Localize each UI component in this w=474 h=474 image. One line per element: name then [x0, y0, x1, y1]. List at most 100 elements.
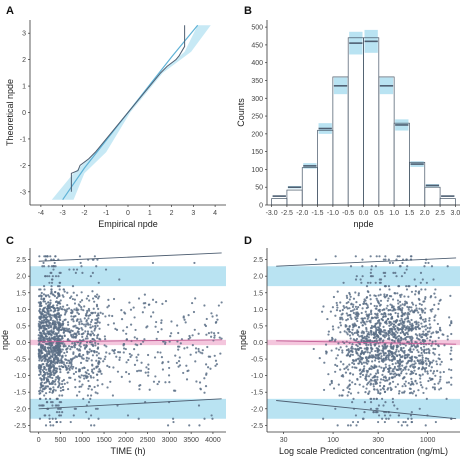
histogram-bar — [363, 37, 380, 206]
x-tick-label-D: 300 — [372, 437, 384, 444]
y-tick-label-C: 0.5 — [16, 323, 26, 330]
x-tick-label-C: 2000 — [118, 437, 134, 444]
trend-line-D — [276, 257, 457, 267]
x-tick-label-B: 1.5 — [405, 210, 415, 217]
x-axis-title-A: Empirical npde — [98, 219, 158, 229]
x-tick-label-B: 0.0 — [359, 210, 369, 217]
x-tick-label-A: 4 — [213, 210, 217, 217]
y-tick-label-C: -0.5 — [14, 357, 26, 364]
panel-label-C: C — [6, 235, 14, 247]
x-tick-label-B: -2.5 — [281, 210, 293, 217]
y-tick-label-C: 1.0 — [16, 307, 26, 314]
x-tick-label-B: -3.0 — [266, 210, 278, 217]
trend-line-C — [38, 398, 222, 410]
y-tick-label-A: -3 — [20, 189, 26, 196]
x-tick-label-C: 1500 — [96, 437, 112, 444]
x-tick-label-B: -2.0 — [296, 210, 308, 217]
y-axis-title-D: npde — [238, 330, 248, 350]
y-tick-label-A: -2 — [20, 163, 26, 170]
x-tick-label-B: 1.0 — [389, 210, 399, 217]
x-tick-label-C: 3000 — [162, 437, 178, 444]
y-tick-label-C: 2.0 — [16, 274, 26, 281]
y-tick-label-B: 200 — [251, 131, 263, 138]
y-axis-title-A: Theoretical npde — [5, 79, 15, 146]
histogram-bar — [317, 129, 334, 206]
x-tick-label-A: 0 — [126, 210, 130, 217]
y-tick-label-B: 150 — [251, 149, 263, 156]
prediction-band-blue-D — [267, 398, 460, 419]
x-tick-label-C: 4000 — [205, 437, 221, 444]
y-tick-label-A: -1 — [20, 136, 26, 143]
y-tick-label-C: -2.0 — [14, 406, 26, 413]
y-tick-label-D: 0.5 — [253, 323, 263, 330]
y-tick-label-C: 0.0 — [16, 340, 26, 347]
y-tick-label-D: 2.0 — [253, 274, 263, 281]
x-tick-label-A: 2 — [170, 210, 174, 217]
y-tick-label-A: 0 — [22, 110, 26, 117]
histogram-bar — [271, 198, 288, 206]
y-tick-label-D: 0.0 — [253, 340, 263, 347]
x-tick-label-B: -1.5 — [312, 210, 324, 217]
x-tick-label-D: 30 — [280, 437, 288, 444]
qq-prediction-band — [51, 25, 211, 200]
y-tick-label-A: 2 — [22, 57, 26, 64]
y-tick-label-B: 500 — [251, 25, 263, 32]
y-tick-label-D: -2.5 — [251, 423, 263, 430]
x-tick-label-C: 0 — [37, 437, 41, 444]
histogram-bar — [301, 167, 318, 206]
y-tick-label-D: -1.0 — [251, 373, 263, 380]
histogram-bar — [347, 37, 364, 206]
trend-line-D — [276, 340, 457, 345]
y-tick-label-D: -2.0 — [251, 406, 263, 413]
y-tick-label-D: -1.5 — [251, 390, 263, 397]
x-tick-label-D: 1000 — [420, 437, 436, 444]
y-tick-label-A: 3 — [22, 31, 26, 38]
trend-line-D — [276, 400, 457, 420]
x-tick-label-A: -4 — [38, 210, 44, 217]
qq-empirical-line — [70, 25, 186, 192]
x-tick-label-D: 100 — [327, 437, 339, 444]
y-tick-label-C: 1.5 — [16, 290, 26, 297]
panel-label-D: D — [244, 235, 252, 247]
panel-label-A: A — [6, 5, 14, 17]
y-tick-label-B: 0 — [259, 203, 263, 210]
x-tick-label-B: -1.0 — [327, 210, 339, 217]
y-tick-label-B: 50 — [255, 185, 263, 192]
points-D — [312, 255, 453, 427]
histogram-bar — [409, 161, 426, 206]
y-tick-label-D: 2.5 — [253, 257, 263, 264]
histogram-bar — [393, 122, 410, 206]
panel-label-B: B — [244, 5, 252, 17]
x-tick-label-B: -0.5 — [342, 210, 354, 217]
x-tick-label-B: 2.0 — [420, 210, 430, 217]
points-C — [37, 255, 223, 427]
x-axis-title-C: TIME (h) — [111, 446, 146, 456]
y-tick-label-D: 1.0 — [253, 307, 263, 314]
x-tick-label-C: 1000 — [74, 437, 90, 444]
y-tick-label-B: 400 — [251, 60, 263, 67]
y-tick-label-D: 1.5 — [253, 290, 263, 297]
y-tick-label-D: -0.5 — [251, 357, 263, 364]
y-tick-label-B: 100 — [251, 167, 263, 174]
histogram-bar — [378, 76, 395, 206]
y-tick-label-B: 300 — [251, 96, 263, 103]
x-tick-label-C: 2500 — [140, 437, 156, 444]
trend-line-C — [38, 339, 222, 343]
y-axis-title-B: Counts — [236, 98, 246, 127]
y-tick-label-C: -2.5 — [14, 423, 26, 430]
x-tick-label-A: -1 — [103, 210, 109, 217]
trend-line-C — [38, 252, 222, 262]
y-tick-label-B: 250 — [251, 114, 263, 121]
x-tick-label-B: 2.5 — [435, 210, 445, 217]
histogram-bar — [439, 198, 456, 206]
x-axis-title-B: npde — [353, 219, 373, 229]
y-tick-label-B: 350 — [251, 78, 263, 85]
x-tick-label-A: -2 — [81, 210, 87, 217]
y-tick-label-A: 1 — [22, 84, 26, 91]
y-tick-label-C: 2.5 — [16, 257, 26, 264]
x-tick-label-A: 3 — [191, 210, 195, 217]
y-tick-label-C: -1.5 — [14, 390, 26, 397]
x-axis-title-D: Log scale Predicted concentration (ng/mL… — [279, 446, 448, 456]
x-tick-label-A: 1 — [148, 210, 152, 217]
